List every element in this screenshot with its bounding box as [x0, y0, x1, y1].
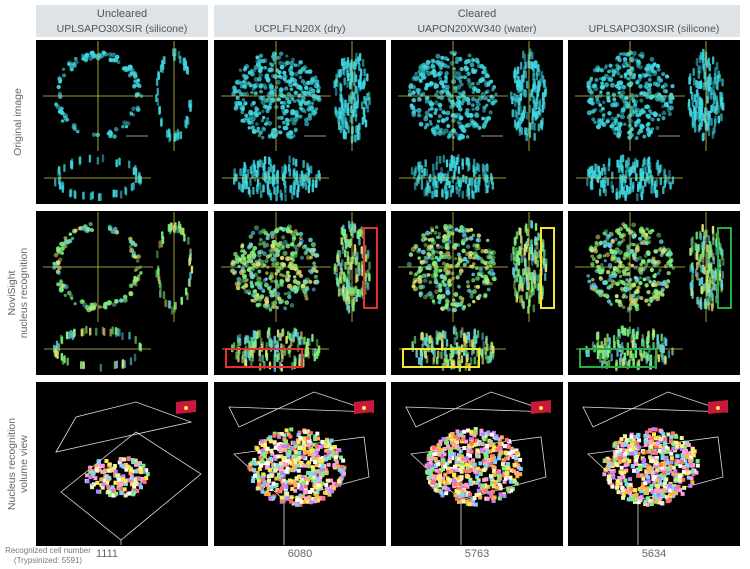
- cell-count-water: 5763: [464, 548, 490, 560]
- orientation-cube-icon: [531, 400, 551, 414]
- nucleus-recognition-image: [568, 211, 740, 375]
- highlight-box: [540, 227, 555, 309]
- cell-count-silicone: 5634: [641, 548, 667, 560]
- objective-label: UPLSAPO30XSIR (silicone): [56, 23, 188, 35]
- objective-label: UCPLFLN20X (dry): [254, 23, 346, 35]
- original-image: [391, 40, 563, 204]
- row-label-original: Original image: [12, 88, 25, 156]
- volume-view-image: [568, 382, 740, 546]
- original-image: [568, 40, 740, 204]
- header-uncleared-title: Uncleared: [96, 8, 148, 20]
- nucleus-recognition-image: [391, 211, 563, 375]
- highlight-box: [225, 348, 303, 368]
- orientation-cube-icon: [354, 400, 374, 414]
- highlight-box: [717, 227, 732, 309]
- header-cleared-title: Cleared: [457, 8, 497, 20]
- nucleus-recognition-image: [214, 211, 386, 375]
- orientation-cube-icon: [708, 400, 728, 414]
- footer-label: Recognized cell number (Trypsinized: 5591…: [5, 546, 91, 565]
- volume-view-image: [36, 382, 208, 546]
- header-cleared: Cleared UCPLFLN20X (dry) UAPON20XW340 (w…: [214, 5, 740, 37]
- original-image: [214, 40, 386, 204]
- cell-count-dry: 6080: [287, 548, 313, 560]
- original-image: [36, 40, 208, 204]
- cell-count-uncleared: 1111: [96, 548, 119, 560]
- objective-label: UAPON20XW340 (water): [417, 23, 537, 35]
- highlight-box: [579, 348, 657, 368]
- row-label-volume: Nucleus recognition volume view: [6, 417, 30, 511]
- orientation-cube-icon: [176, 400, 196, 414]
- volume-view-image: [214, 382, 386, 546]
- row-label-recognition: NoviSight nucleus recognition: [6, 247, 31, 339]
- volume-view-image: [391, 382, 563, 546]
- nucleus-recognition-image: [36, 211, 208, 375]
- highlight-box: [363, 227, 378, 309]
- objective-label: UPLSAPO30XSIR (silicone): [588, 23, 720, 35]
- highlight-box: [402, 348, 480, 368]
- header-uncleared: Uncleared UPLSAPO30XSIR (silicone): [36, 5, 208, 37]
